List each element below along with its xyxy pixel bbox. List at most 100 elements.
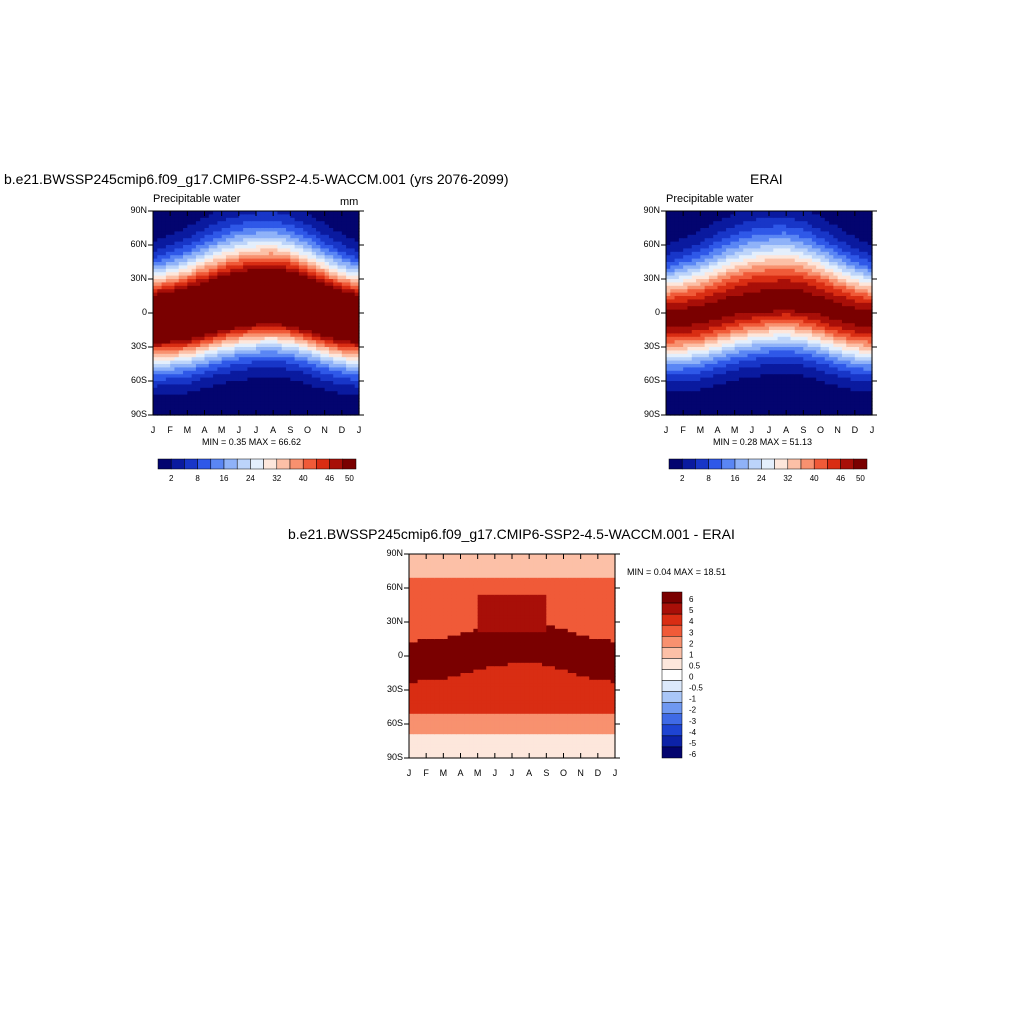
contour-cell bbox=[277, 285, 283, 290]
contour-cell bbox=[747, 224, 753, 229]
contour-cell bbox=[696, 282, 701, 287]
contour-cell bbox=[730, 408, 736, 413]
contour-cell bbox=[170, 251, 176, 256]
contour-cell bbox=[260, 292, 266, 297]
contour-cell bbox=[678, 306, 684, 311]
contour-cell bbox=[341, 262, 347, 266]
contour-cell bbox=[303, 408, 309, 413]
contour-cell bbox=[341, 326, 347, 331]
contour-cell bbox=[743, 258, 749, 263]
contour-cell bbox=[773, 265, 779, 270]
contour-cell bbox=[260, 214, 266, 219]
contour-cell bbox=[734, 238, 740, 243]
contour-cell bbox=[743, 268, 749, 273]
contour-cell bbox=[251, 364, 257, 368]
contour-cell bbox=[696, 228, 701, 232]
contour-cell bbox=[303, 370, 309, 375]
contour-cell bbox=[161, 234, 167, 239]
contour-cell bbox=[747, 217, 753, 222]
contour-cell bbox=[277, 347, 283, 351]
contour-cell bbox=[756, 251, 762, 256]
contour-cell bbox=[230, 282, 236, 287]
contour-cell bbox=[238, 265, 244, 270]
contour-cell bbox=[251, 285, 257, 290]
contour-cell bbox=[324, 408, 330, 413]
contour-cell bbox=[691, 248, 697, 253]
contour-cell bbox=[756, 258, 762, 263]
contour-cell bbox=[324, 289, 330, 294]
contour-cell bbox=[316, 401, 321, 406]
contour-cell bbox=[670, 241, 676, 246]
contour-cell bbox=[781, 241, 787, 246]
contour-cell bbox=[781, 279, 787, 283]
contour-cell bbox=[346, 309, 352, 314]
contour-cell bbox=[256, 245, 261, 249]
contour-cell bbox=[324, 211, 330, 215]
contour-cell bbox=[747, 299, 753, 304]
contour-cell bbox=[277, 364, 283, 368]
contour-cell bbox=[268, 330, 274, 334]
contour-cell bbox=[281, 347, 287, 351]
contour-cell bbox=[691, 275, 697, 280]
contour-cell bbox=[696, 296, 701, 300]
contour-cell bbox=[183, 282, 188, 287]
contour-cell bbox=[790, 370, 796, 375]
contour-cell bbox=[734, 367, 740, 372]
contour-cell bbox=[264, 394, 270, 399]
contour-cell bbox=[346, 364, 352, 368]
contour-cell bbox=[721, 296, 727, 300]
contour-cell bbox=[183, 228, 188, 232]
contour-cell bbox=[726, 333, 731, 338]
contour-cell bbox=[799, 309, 804, 314]
contour-cell bbox=[191, 384, 197, 389]
contour-cell bbox=[341, 309, 347, 314]
contour-cell bbox=[713, 245, 719, 249]
contour-cell bbox=[747, 306, 753, 311]
contour-cell bbox=[191, 323, 197, 328]
contour-cell bbox=[333, 228, 339, 232]
contour-cell bbox=[238, 350, 244, 355]
contour-cell bbox=[260, 221, 266, 226]
contour-cell bbox=[200, 255, 206, 260]
contour-cell bbox=[234, 272, 240, 277]
contour-cell bbox=[756, 224, 762, 229]
contour-cell bbox=[670, 398, 676, 402]
contour-cell bbox=[153, 333, 158, 338]
contour-cell bbox=[256, 234, 261, 239]
contour-cell bbox=[721, 282, 727, 287]
contour-cell bbox=[217, 387, 223, 392]
contour-cell bbox=[178, 313, 184, 317]
contour-cell bbox=[256, 360, 261, 365]
contour-cell bbox=[234, 367, 240, 372]
contour-cell bbox=[773, 272, 779, 277]
contour-cell bbox=[683, 350, 689, 355]
contour-cell bbox=[666, 296, 671, 300]
contour-cell bbox=[670, 367, 676, 372]
contour-cell bbox=[730, 228, 736, 232]
contour-cell bbox=[769, 391, 774, 396]
contour-cell bbox=[225, 258, 231, 263]
contour-cell bbox=[213, 265, 218, 270]
contour-cell bbox=[807, 360, 813, 365]
contour-cell bbox=[721, 302, 727, 307]
contour-cell bbox=[341, 255, 347, 260]
contour-cell bbox=[674, 224, 680, 229]
contour-cell bbox=[337, 234, 343, 239]
contour-cell bbox=[195, 248, 201, 253]
contour-cell bbox=[717, 282, 723, 287]
contour-cell bbox=[683, 282, 689, 287]
contour-cell bbox=[666, 384, 671, 389]
contour-cell bbox=[354, 245, 360, 249]
contour-cell bbox=[256, 401, 261, 406]
contour-cell bbox=[328, 309, 334, 314]
contour-cell bbox=[273, 292, 279, 297]
contour-cell bbox=[726, 381, 731, 385]
contour-cell bbox=[213, 364, 218, 368]
contour-cell bbox=[700, 377, 706, 382]
contour-cell bbox=[294, 364, 300, 368]
contour-cell bbox=[234, 262, 240, 266]
contour-cell bbox=[781, 228, 787, 232]
contour-cell bbox=[247, 302, 253, 307]
contour-cell bbox=[174, 367, 180, 372]
contour-cell bbox=[264, 258, 270, 263]
